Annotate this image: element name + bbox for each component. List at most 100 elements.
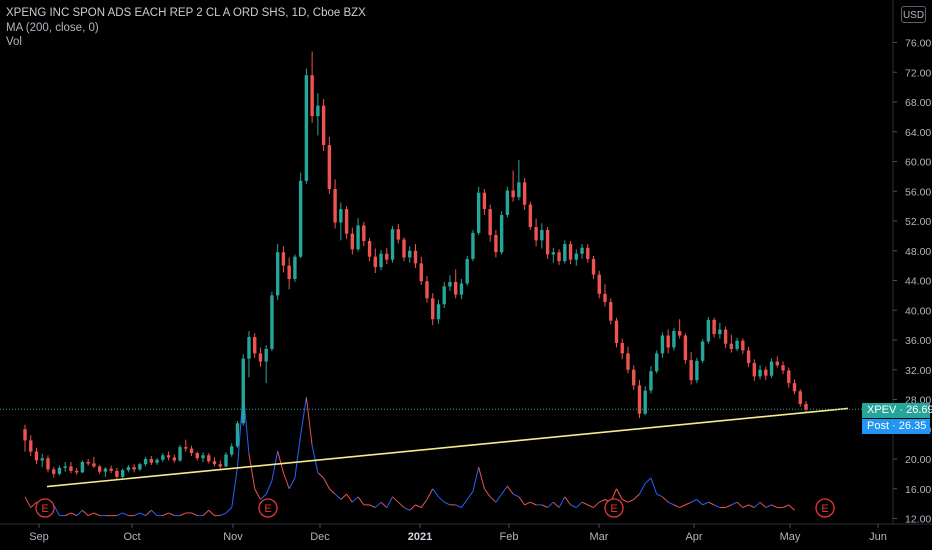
- symbol-title[interactable]: XPENG INC SPON ADS EACH REP 2 CL A ORD S…: [6, 7, 366, 19]
- candle[interactable]: [275, 244, 280, 300]
- candle[interactable]: [591, 255, 596, 280]
- price-axis[interactable]: 76.00 72.00 68.00 64.00 60.00 56.00 52.00 48.00…: [893, 38, 931, 526]
- candle[interactable]: [207, 453, 211, 464]
- candle[interactable]: [321, 99, 326, 152]
- candle[interactable]: [287, 257, 291, 290]
- candle[interactable]: [149, 456, 154, 465]
- candle[interactable]: [522, 177, 527, 210]
- candle[interactable]: [235, 421, 240, 448]
- candle[interactable]: [603, 284, 607, 307]
- candle[interactable]: [442, 281, 446, 309]
- candle[interactable]: [448, 275, 452, 291]
- candle[interactable]: [362, 221, 366, 247]
- candle[interactable]: [677, 319, 682, 339]
- candle[interactable]: [626, 346, 630, 374]
- candle[interactable]: [700, 339, 705, 364]
- candle[interactable]: [660, 332, 665, 358]
- candle[interactable]: [465, 255, 469, 286]
- candle[interactable]: [666, 329, 670, 354]
- candle[interactable]: [63, 461, 67, 472]
- candle[interactable]: [637, 380, 642, 419]
- candle[interactable]: [545, 226, 550, 259]
- candle[interactable]: [695, 357, 699, 384]
- candle[interactable]: [557, 249, 561, 265]
- candle[interactable]: [241, 354, 245, 426]
- candle[interactable]: [29, 435, 33, 457]
- candle[interactable]: [505, 186, 510, 218]
- candle[interactable]: [218, 460, 222, 469]
- candle[interactable]: [482, 189, 487, 216]
- earnings-marker[interactable]: E: [258, 498, 278, 518]
- candle[interactable]: [574, 249, 578, 266]
- candle[interactable]: [758, 365, 762, 380]
- candle[interactable]: [563, 240, 567, 264]
- candle[interactable]: [632, 365, 636, 390]
- candle[interactable]: [643, 386, 647, 416]
- candle[interactable]: [425, 276, 429, 303]
- candle[interactable]: [293, 254, 297, 282]
- candle[interactable]: [706, 316, 711, 344]
- candle[interactable]: [741, 338, 745, 355]
- candle[interactable]: [764, 366, 768, 381]
- candle[interactable]: [654, 350, 659, 374]
- candle[interactable]: [333, 179, 337, 229]
- candle[interactable]: [304, 68, 309, 184]
- candle[interactable]: [270, 291, 274, 352]
- candle[interactable]: [459, 279, 464, 300]
- candle[interactable]: [649, 366, 653, 394]
- volume-indicator-label[interactable]: Vol: [6, 36, 22, 48]
- candle[interactable]: [408, 246, 412, 263]
- candle[interactable]: [161, 453, 165, 462]
- candle[interactable]: [155, 458, 159, 465]
- candle[interactable]: [419, 256, 423, 285]
- candle[interactable]: [189, 445, 194, 457]
- candle[interactable]: [804, 400, 808, 413]
- candle[interactable]: [264, 345, 268, 384]
- candle[interactable]: [34, 447, 39, 465]
- candle[interactable]: [115, 467, 119, 480]
- candle[interactable]: [40, 453, 44, 468]
- candle[interactable]: [436, 299, 441, 324]
- candle[interactable]: [120, 468, 125, 479]
- candle[interactable]: [143, 456, 148, 467]
- candle[interactable]: [683, 333, 688, 364]
- candle[interactable]: [781, 361, 785, 375]
- currency-button[interactable]: USD: [901, 6, 926, 23]
- candle[interactable]: [253, 333, 257, 358]
- candle[interactable]: [402, 237, 406, 262]
- candle[interactable]: [281, 246, 286, 273]
- candle[interactable]: [97, 464, 102, 474]
- candle[interactable]: [787, 367, 791, 388]
- candle[interactable]: [344, 206, 349, 239]
- candle[interactable]: [568, 241, 573, 265]
- candle[interactable]: [729, 334, 734, 353]
- candle[interactable]: [356, 218, 360, 252]
- candle[interactable]: [620, 338, 624, 360]
- candle[interactable]: [798, 389, 802, 407]
- candle[interactable]: [712, 317, 716, 338]
- candle[interactable]: [23, 424, 27, 452]
- candle[interactable]: [57, 465, 62, 476]
- candle[interactable]: [247, 331, 251, 378]
- candle[interactable]: [92, 456, 96, 468]
- candle[interactable]: [689, 351, 693, 385]
- candle[interactable]: [769, 358, 774, 378]
- candle[interactable]: [672, 328, 676, 351]
- candle[interactable]: [528, 201, 533, 230]
- earnings-marker[interactable]: E: [604, 498, 624, 518]
- candlestick-series[interactable]: [23, 51, 808, 480]
- candle[interactable]: [494, 229, 498, 258]
- candle[interactable]: [132, 464, 136, 473]
- candle[interactable]: [138, 462, 142, 471]
- candle[interactable]: [775, 356, 779, 368]
- ma-indicator-label[interactable]: MA (200, close, 0): [6, 21, 99, 34]
- candle[interactable]: [327, 136, 332, 195]
- candle[interactable]: [723, 326, 728, 349]
- candle[interactable]: [379, 250, 383, 271]
- candle[interactable]: [586, 244, 590, 263]
- candle[interactable]: [453, 269, 458, 299]
- candle[interactable]: [488, 204, 492, 242]
- candle[interactable]: [396, 223, 400, 244]
- candle[interactable]: [201, 452, 205, 462]
